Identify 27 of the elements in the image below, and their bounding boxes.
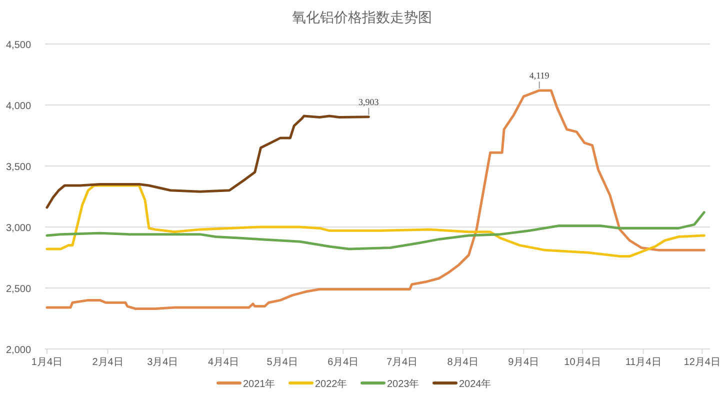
legend-label: 2023年 [387, 378, 420, 390]
x-tick-label: 11月4日 [625, 357, 662, 368]
x-tick-label: 1月4日 [31, 357, 63, 368]
x-tick-label: 3月4日 [147, 357, 178, 368]
x-tick-label: 2月4日 [92, 357, 124, 368]
data-label: 4,119 [529, 70, 550, 80]
legend-label: 2022年 [315, 378, 348, 390]
x-tick-label: 12月4日 [684, 357, 720, 368]
x-tick-label: 10月4日 [564, 357, 601, 368]
chart-title: 氧化铝价格指数走势图 [292, 9, 432, 25]
data-label: 3,903 [358, 96, 380, 107]
y-tick-label: 3,000 [6, 223, 32, 234]
y-tick-label: 3,500 [6, 162, 32, 173]
x-tick-label: 7月4日 [386, 357, 418, 368]
y-tick-label: 4,500 [6, 40, 32, 51]
x-tick-label: 4月4日 [208, 357, 240, 368]
x-tick-label: 8月4日 [447, 357, 478, 368]
line-series [46, 114, 370, 209]
x-tick-label: 6月4日 [328, 357, 359, 368]
y-tick-label: 4,000 [6, 101, 32, 112]
legend-label: 2021年 [243, 378, 276, 390]
legend-label: 2024年 [459, 378, 492, 390]
line-series [46, 89, 706, 310]
y-tick-label: 2,500 [6, 284, 32, 295]
y-tick-label: 2,000 [6, 345, 32, 356]
x-tick-label: 5月4日 [266, 357, 298, 368]
x-tick-label: 9月4日 [508, 357, 540, 368]
